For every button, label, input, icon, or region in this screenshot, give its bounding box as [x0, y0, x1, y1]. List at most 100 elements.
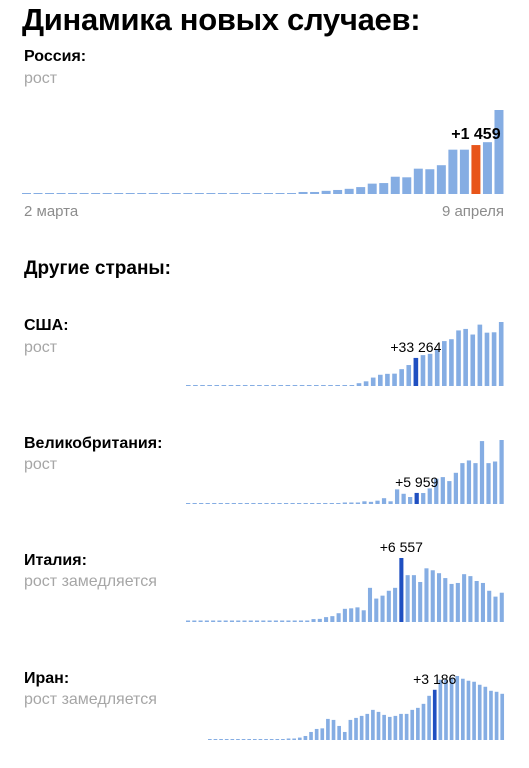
bar-empty	[33, 193, 43, 194]
bar	[484, 332, 490, 386]
bar	[297, 737, 302, 740]
bar	[459, 149, 469, 194]
bar-empty	[264, 193, 273, 194]
bar	[309, 731, 313, 740]
bar-empty	[91, 193, 101, 194]
bar-empty	[244, 503, 250, 504]
bar-empty	[314, 385, 319, 386]
bar-empty	[240, 193, 250, 194]
bar-empty	[349, 385, 355, 386]
bar-empty	[306, 385, 312, 386]
bar	[348, 719, 353, 740]
bar-empty	[242, 385, 248, 386]
bar	[370, 377, 376, 386]
bar-empty	[310, 503, 315, 504]
bar	[466, 680, 471, 740]
bar	[375, 500, 380, 504]
bar	[356, 383, 362, 386]
bar-empty	[125, 193, 135, 194]
bar	[470, 334, 476, 386]
bar	[472, 681, 476, 740]
bar	[424, 568, 429, 622]
country-label-usa: США:	[24, 317, 69, 334]
bar-empty	[281, 739, 285, 740]
bar	[494, 691, 499, 740]
bar	[310, 191, 320, 194]
country-label-russia: Россия:	[24, 48, 87, 65]
bar-empty	[193, 385, 198, 386]
bar	[331, 719, 336, 740]
bar	[421, 703, 426, 740]
bar	[326, 718, 330, 740]
bar-empty	[231, 503, 236, 504]
bar	[273, 620, 278, 622]
bar-empty	[283, 503, 289, 504]
bar	[473, 463, 478, 504]
bar	[421, 493, 426, 504]
bar-empty	[303, 503, 308, 504]
bar	[303, 735, 308, 740]
x-axis-end-label: 9 апреля	[441, 203, 504, 220]
bar	[280, 620, 285, 622]
bar	[255, 620, 260, 622]
other-countries-heading: Другие страны:	[24, 258, 171, 279]
bar	[494, 110, 504, 194]
bar-empty	[285, 385, 291, 386]
bar	[479, 441, 485, 504]
bar	[349, 608, 354, 622]
bar	[378, 374, 383, 386]
bar-empty	[186, 385, 191, 386]
bar-empty	[228, 385, 234, 386]
bar	[379, 183, 389, 194]
bar	[480, 582, 485, 622]
bar-empty	[68, 193, 78, 194]
bar-empty	[208, 739, 212, 740]
bar	[342, 608, 347, 622]
bar-empty	[299, 385, 305, 386]
bar-empty	[238, 503, 243, 504]
bar	[286, 738, 291, 740]
bar-empty	[271, 385, 276, 386]
bar	[261, 620, 266, 622]
bar-empty	[206, 193, 216, 194]
bar	[401, 493, 406, 504]
bar	[367, 183, 377, 194]
chart-iran: +3 186	[208, 671, 505, 740]
bar-empty	[247, 739, 252, 740]
bar	[498, 322, 504, 386]
bar	[449, 339, 454, 386]
bar	[385, 373, 390, 386]
bar	[314, 728, 319, 740]
bar-highlight	[413, 357, 419, 386]
bar	[355, 502, 361, 504]
bar	[477, 684, 482, 740]
bar-empty	[230, 739, 235, 740]
bar	[438, 679, 443, 740]
page-title: Динамика новых случаев:	[22, 2, 421, 37]
bar	[317, 618, 322, 622]
bar-empty	[218, 503, 223, 504]
bar	[361, 610, 366, 622]
bar	[324, 617, 329, 622]
bar-empty	[250, 385, 255, 386]
bar	[448, 149, 458, 194]
bar	[402, 177, 412, 194]
bar	[330, 616, 335, 622]
bar	[342, 731, 347, 740]
bar	[342, 502, 347, 504]
bar	[442, 341, 447, 386]
chart-russia: +1 459	[22, 110, 504, 194]
bar-empty	[102, 193, 112, 194]
bar	[447, 481, 452, 504]
bar-empty	[257, 503, 263, 504]
bar-empty	[148, 193, 158, 194]
bar-empty	[264, 385, 269, 386]
bar-empty	[236, 739, 240, 740]
bar-empty	[287, 193, 297, 194]
bar	[482, 142, 492, 194]
bar	[393, 715, 398, 740]
bar	[382, 714, 386, 740]
bar	[333, 189, 343, 194]
highlight-value-label: +33 264	[390, 339, 441, 355]
bar	[410, 709, 415, 740]
